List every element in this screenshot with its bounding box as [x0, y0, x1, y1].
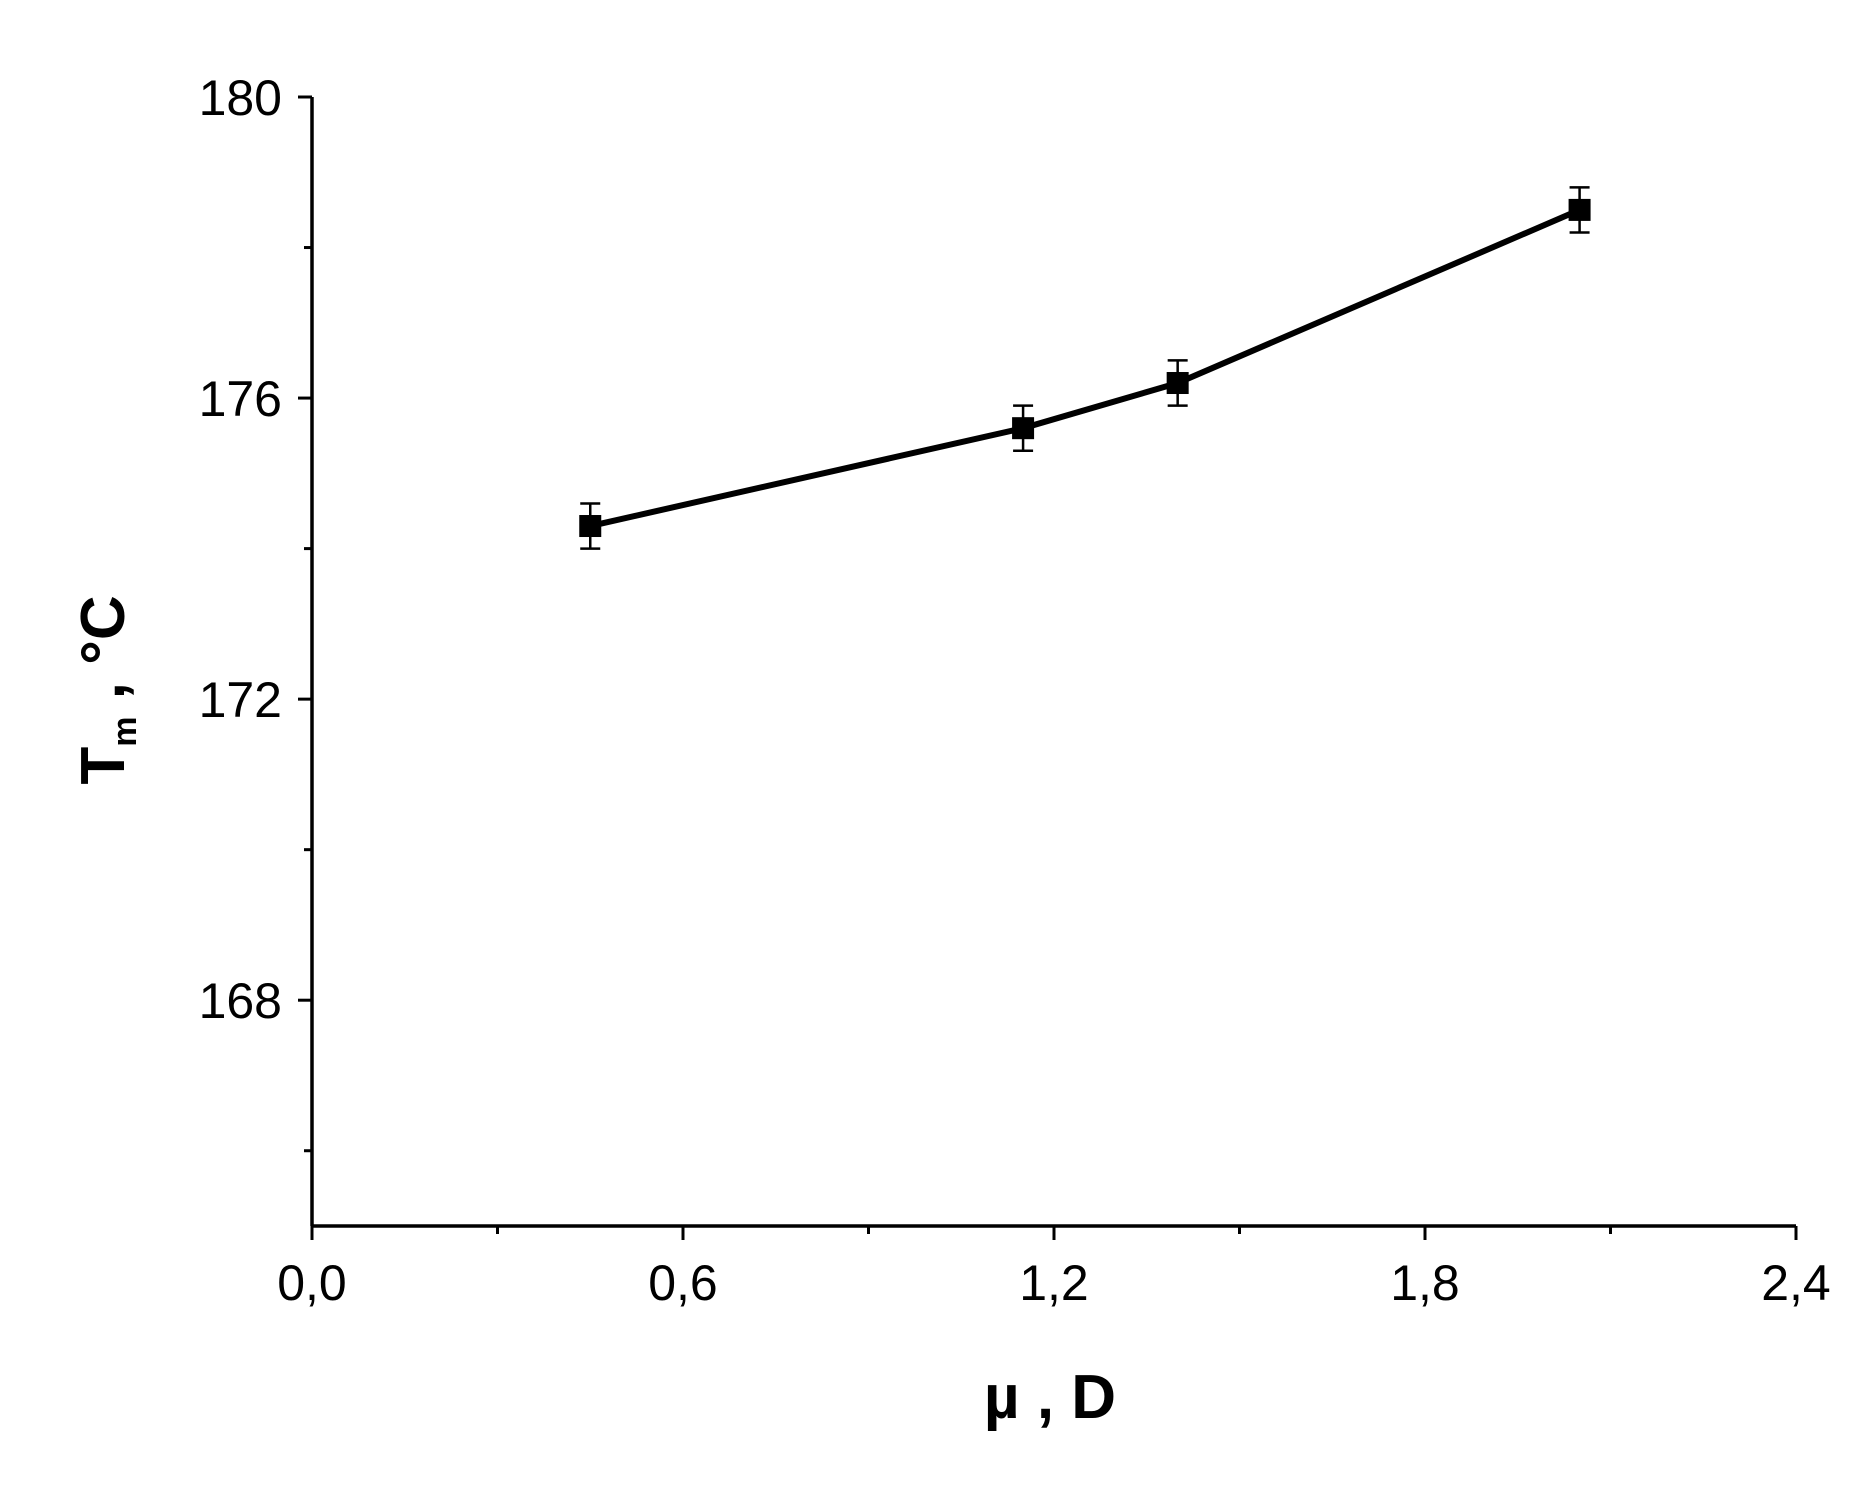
y-axis-title-main: T	[69, 747, 138, 785]
data-point	[1166, 372, 1189, 395]
y-axis-title-subscript: m	[106, 717, 144, 747]
x-tick-label: 0,0	[277, 1255, 347, 1311]
y-axis-ticks: 168 172 176 180	[199, 70, 312, 1153]
y-tick-label: 172	[199, 672, 282, 728]
x-axis-ticks: 0,0 0,6 1,2 1,8 2,4	[277, 1226, 1831, 1311]
y-tick-label: 180	[199, 70, 282, 126]
x-tick-label: 0,6	[648, 1255, 718, 1311]
series-line	[589, 207, 1581, 529]
data-point	[579, 515, 602, 538]
y-axis-title: Tm , °C	[69, 595, 144, 784]
y-tick-label: 176	[199, 371, 282, 427]
data-point	[1568, 198, 1591, 221]
y-tick-label: 168	[199, 973, 282, 1029]
x-tick-label: 2,4	[1761, 1255, 1831, 1311]
data-point	[1012, 417, 1035, 440]
plot-area	[579, 186, 1591, 550]
x-tick-label: 1,8	[1390, 1255, 1460, 1311]
x-axis-title: µ , D	[984, 1363, 1116, 1432]
axes	[310, 97, 1796, 1228]
y-axis-title-unit: , °C	[69, 595, 138, 716]
x-tick-label: 1,2	[1019, 1255, 1089, 1311]
